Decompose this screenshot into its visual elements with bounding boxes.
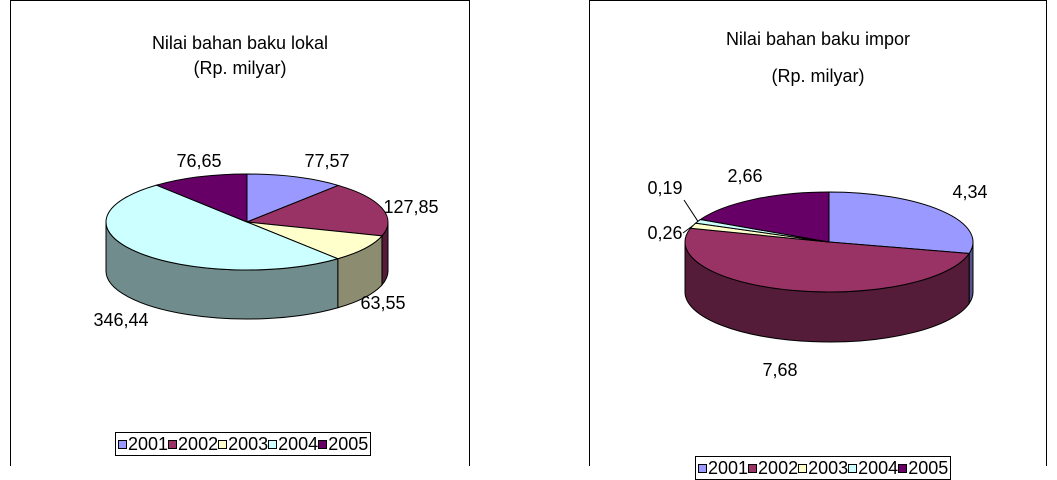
leader-line: [682, 225, 694, 234]
pie-slice-2005: [699, 191, 830, 243]
legend-swatch: [118, 439, 127, 449]
legend-label: 2005: [328, 433, 369, 454]
pie-chart-lokal: 77,57 127,85 63,55 346,44 76,65: [93, 151, 438, 330]
legend-label: 2004: [278, 433, 319, 454]
pie-chart-impor: 4,34 7,68 0,26 0,19 2,66: [647, 166, 987, 380]
data-label-2004: 0,19: [647, 178, 682, 198]
legend-label: 2001: [708, 457, 749, 478]
legend-swatch: [698, 463, 707, 473]
data-label-2003: 63,55: [360, 293, 405, 313]
legend-item-2003: 2003: [798, 458, 848, 479]
chart-legend: 2001 2002 2003 2004 2005: [115, 432, 372, 456]
legend-label: 2001: [128, 433, 169, 454]
legend-label: 2002: [758, 457, 799, 478]
legend-item-2005: 2005: [318, 434, 368, 455]
pie-slice-2004: [105, 184, 340, 271]
legend-item-2002: 2002: [748, 458, 798, 479]
legend-swatch: [848, 463, 858, 473]
legend-label: 2005: [908, 457, 949, 478]
legend-item-2005: 2005: [898, 458, 948, 479]
data-label-2005: 76,65: [176, 151, 221, 171]
legend-item-2001: 2001: [118, 434, 168, 455]
pie-slice-2003: [246, 221, 383, 260]
legend-swatch: [798, 463, 808, 473]
pie-slice-2005: [155, 173, 248, 223]
legend-item-2003: 2003: [218, 434, 268, 455]
chart-legend: 2001 2002 2003 2004 2005: [695, 456, 952, 480]
pie-slice-2002: [246, 184, 389, 237]
chart-subtitle: (Rp. milyar): [193, 58, 287, 78]
legend-label: 2003: [808, 457, 849, 478]
chart-subtitle: (Rp. milyar): [771, 66, 865, 86]
legend-item-2001: 2001: [698, 458, 748, 479]
legend-swatch: [898, 463, 908, 473]
pie-slice-2001: [828, 191, 974, 254]
chart-title: Nilai bahan baku lokal: [151, 33, 329, 53]
data-label-2004: 346,44: [93, 310, 148, 330]
chart-title: Nilai bahan baku impor: [725, 29, 911, 49]
legend-swatch: [218, 439, 228, 449]
leader-line: [683, 199, 699, 222]
data-label-2002: 127,85: [383, 197, 438, 217]
chart-panel-lokal: Nilai bahan baku lokal (Rp. milyar) 77,5…: [10, 0, 470, 466]
data-label-2001: 77,57: [304, 151, 349, 171]
legend-swatch: [748, 463, 758, 473]
pie-slice-2002: [684, 227, 971, 293]
data-label-2005: 2,66: [727, 166, 762, 186]
legend-item-2002: 2002: [168, 434, 218, 455]
legend-label: 2003: [228, 433, 269, 454]
data-label-2002: 7,68: [762, 360, 797, 380]
data-label-2001: 4,34: [952, 182, 987, 202]
legend-swatch: [168, 439, 178, 449]
chart-panel-impor: Nilai bahan baku impor (Rp. milyar) 4,34…: [589, 0, 1047, 480]
legend-item-2004: 2004: [268, 434, 318, 455]
data-label-2003: 0,26: [647, 223, 682, 243]
legend-swatch: [318, 439, 328, 449]
pie-slice-2001: [246, 173, 340, 223]
legend-item-2004: 2004: [848, 458, 898, 479]
legend-label: 2002: [178, 433, 219, 454]
legend-swatch: [268, 439, 278, 449]
legend-label: 2004: [858, 457, 899, 478]
